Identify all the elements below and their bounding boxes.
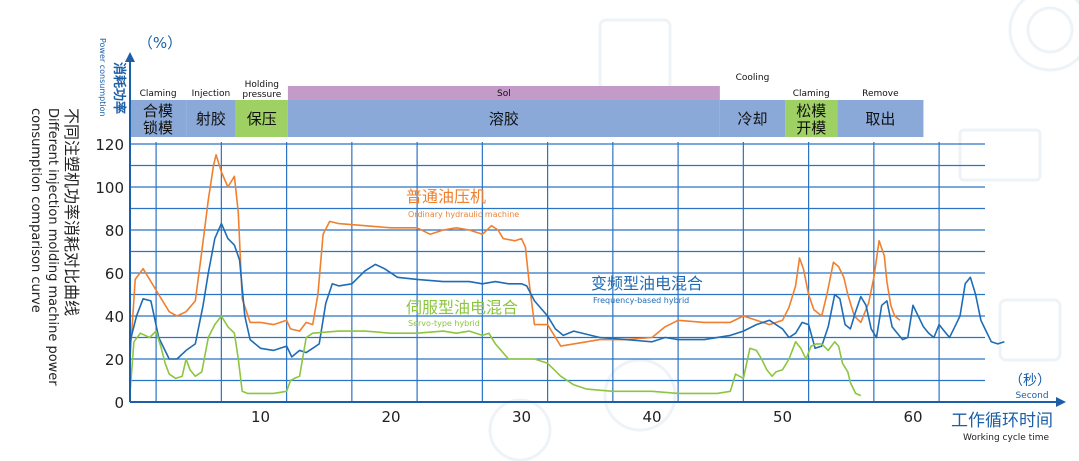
series-label-hydraulic: 普通油压机 — [406, 187, 486, 206]
y-tick-label: 60 — [105, 265, 124, 283]
chart-axes: 0 20 40 60 80 100 120 10 20 30 40 50 60 — [95, 52, 1066, 426]
phase-label-en: Holding — [245, 80, 279, 90]
phase-label-en: pressure — [242, 90, 281, 100]
phase-label: 开模 — [796, 119, 826, 137]
chart-series — [129, 154, 1005, 397]
x-axis-unit-en: Second — [1015, 391, 1048, 401]
phase-label: 锁模 — [143, 119, 173, 137]
y-tick-label: 20 — [105, 351, 124, 369]
series-line-3 — [129, 315, 862, 397]
series-label-hybrid: 变频型油电混合 — [591, 274, 703, 293]
side-title-cn: 不同注塑机功率消耗对比曲线 — [62, 108, 81, 316]
y-tick-label: 0 — [114, 394, 124, 412]
x-tick-label: 20 — [381, 408, 400, 426]
y-axis-unit: （%） — [138, 34, 182, 52]
x-tick-label: 10 — [251, 408, 270, 426]
phase-label: 取出 — [865, 110, 895, 128]
x-axis-label-en: Working cycle time — [963, 433, 1049, 443]
phase-block — [287, 100, 720, 137]
phase-label: 保压 — [247, 110, 277, 128]
phase-block — [186, 100, 236, 137]
phase-label: 合模 — [143, 102, 173, 120]
phase-label: 射胶 — [196, 110, 226, 128]
chart-grid — [130, 142, 985, 403]
y-tick-label: 120 — [95, 136, 124, 154]
y-axis-label-en: Power consumption — [98, 38, 107, 117]
series-label-hydraulic-en: Ordinary hydraulic machine — [408, 210, 519, 219]
phase-label: 松模 — [796, 102, 826, 120]
phase-label: 溶胶 — [489, 110, 519, 128]
side-title-en-line1: Different injection molding machine powe… — [45, 108, 60, 386]
phase-label: 冷却 — [737, 110, 767, 128]
x-tick-label: 60 — [903, 408, 922, 426]
y-axis-label-cn: 消耗功率 — [111, 62, 127, 114]
series-label-servo-en: Servo-type hybrid — [408, 319, 480, 328]
phase-label-en: Sol — [497, 89, 511, 99]
y-tick-label: 80 — [105, 222, 124, 240]
phase-label-en: Injection — [192, 89, 231, 99]
y-tick-label: 40 — [105, 308, 124, 326]
phase-label-en: Remove — [862, 89, 899, 99]
phase-block — [785, 100, 838, 137]
y-tick-label: 100 — [95, 179, 124, 197]
x-axis-unit: （秒） — [1009, 373, 1051, 389]
phase-label-en: Claming — [140, 89, 177, 99]
x-tick-label: 50 — [773, 408, 792, 426]
phase-block — [235, 100, 288, 137]
phase-block — [719, 100, 786, 137]
series-line-2 — [129, 222, 1005, 360]
y-axis-arrow — [125, 52, 135, 62]
series-line-1 — [129, 154, 901, 360]
series-label-hybrid-en: Frequency-based hybrid — [593, 296, 689, 305]
x-tick-label: 40 — [642, 408, 661, 426]
side-title-en-line2: consumption comparison curve — [28, 108, 43, 313]
x-axis-label-cn: 工作循环时间 — [951, 411, 1053, 431]
x-axis-arrow — [1056, 397, 1066, 407]
sol-header-band — [287, 86, 720, 100]
x-tick-label: 30 — [512, 408, 531, 426]
phase-block — [130, 100, 187, 137]
series-label-servo: 伺服型油电混合 — [406, 298, 518, 317]
phase-label-en: Claming — [793, 89, 830, 99]
phase-label-en: Cooling — [736, 73, 770, 83]
phase-block — [837, 100, 924, 137]
